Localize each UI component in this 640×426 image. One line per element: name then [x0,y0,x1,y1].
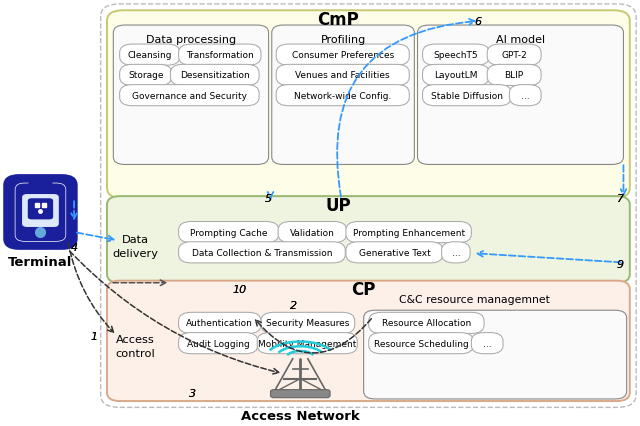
Text: 7: 7 [617,194,624,204]
Text: ...: ... [521,92,529,101]
FancyBboxPatch shape [369,333,473,354]
FancyBboxPatch shape [422,45,489,66]
FancyBboxPatch shape [472,333,503,354]
FancyBboxPatch shape [179,45,261,66]
Text: 6: 6 [474,17,481,27]
Text: Mobility Management: Mobility Management [258,339,356,348]
FancyBboxPatch shape [28,199,53,220]
FancyBboxPatch shape [271,390,330,398]
Text: 5: 5 [265,194,272,204]
FancyBboxPatch shape [179,222,279,243]
FancyBboxPatch shape [107,11,630,199]
Text: UP: UP [326,196,351,214]
Text: Access Network: Access Network [241,409,360,423]
Text: Venues and Facilities: Venues and Facilities [296,71,390,80]
FancyBboxPatch shape [179,333,258,354]
Text: SpeechT5: SpeechT5 [433,51,478,60]
Text: ...: ... [452,248,460,257]
Text: 9: 9 [617,259,624,269]
FancyBboxPatch shape [113,26,269,165]
Text: LayoutLM: LayoutLM [434,71,477,80]
FancyBboxPatch shape [422,65,489,86]
FancyBboxPatch shape [346,242,443,263]
FancyBboxPatch shape [179,242,345,263]
FancyBboxPatch shape [120,65,172,86]
FancyBboxPatch shape [28,181,52,186]
Text: Consumer Preferences: Consumer Preferences [292,51,394,60]
FancyBboxPatch shape [15,184,66,242]
FancyBboxPatch shape [170,65,259,86]
Text: Desensitization: Desensitization [180,71,250,80]
FancyBboxPatch shape [369,313,484,334]
Text: 7: 7 [617,194,624,204]
Text: 10: 10 [233,285,247,294]
Text: Authentication: Authentication [186,319,253,328]
Text: C&C resource managemnet: C&C resource managemnet [399,294,550,305]
Text: Network-wide Config.: Network-wide Config. [294,92,392,101]
Text: 5: 5 [265,194,272,204]
Text: Security Measures: Security Measures [266,319,349,328]
Text: Profiling: Profiling [321,35,365,45]
Text: Storage: Storage [128,71,163,80]
FancyBboxPatch shape [107,281,630,401]
Text: ...: ... [483,339,492,348]
Text: 9: 9 [617,259,624,269]
Text: 3: 3 [189,389,196,398]
Text: CmP: CmP [317,11,359,29]
Text: Prompting Enhancement: Prompting Enhancement [353,228,465,237]
Text: Access
control: Access control [116,334,156,358]
Text: GPT-2: GPT-2 [501,51,527,60]
FancyBboxPatch shape [276,85,409,106]
Text: 4: 4 [70,242,77,252]
Text: Governance and Security: Governance and Security [132,92,247,101]
Text: Resource Allocation: Resource Allocation [381,319,471,328]
Text: AI model: AI model [496,35,545,45]
Text: Data Collection & Transmission: Data Collection & Transmission [192,248,332,257]
Text: 4: 4 [70,242,77,252]
Text: Prompting Cache: Prompting Cache [190,228,268,237]
Text: Generative Text: Generative Text [358,248,430,257]
Text: Resource Scheduling: Resource Scheduling [374,339,468,348]
FancyBboxPatch shape [487,65,541,86]
Text: 3: 3 [189,389,196,398]
FancyBboxPatch shape [179,313,261,334]
FancyBboxPatch shape [261,313,355,334]
FancyBboxPatch shape [22,195,59,227]
FancyBboxPatch shape [278,222,346,243]
Text: Cleansing: Cleansing [127,51,172,60]
FancyBboxPatch shape [417,26,623,165]
FancyBboxPatch shape [272,26,414,165]
FancyBboxPatch shape [276,65,409,86]
Text: CP: CP [351,280,376,298]
FancyBboxPatch shape [120,85,259,106]
Text: Validation: Validation [290,228,335,237]
Text: Audit Logging: Audit Logging [187,339,250,348]
Text: 6: 6 [474,17,481,27]
FancyBboxPatch shape [257,333,357,354]
FancyBboxPatch shape [487,45,541,66]
FancyBboxPatch shape [107,197,630,283]
FancyBboxPatch shape [509,85,541,106]
Text: Terminal: Terminal [8,256,73,269]
Text: 10: 10 [233,285,247,294]
Text: BLIP: BLIP [504,71,524,80]
Text: Transformation: Transformation [186,51,253,60]
Text: 1: 1 [91,331,98,341]
Text: Data
delivery: Data delivery [113,234,159,258]
FancyBboxPatch shape [442,242,470,263]
FancyBboxPatch shape [422,85,511,106]
FancyBboxPatch shape [5,176,76,248]
Text: 2: 2 [291,300,298,310]
FancyBboxPatch shape [276,45,409,66]
Text: Stable Diffusion: Stable Diffusion [431,92,503,101]
Text: Data processing: Data processing [146,35,236,45]
FancyBboxPatch shape [346,222,472,243]
Text: 2: 2 [291,300,298,310]
FancyBboxPatch shape [364,311,627,399]
Text: 1: 1 [91,331,98,341]
FancyBboxPatch shape [120,45,180,66]
